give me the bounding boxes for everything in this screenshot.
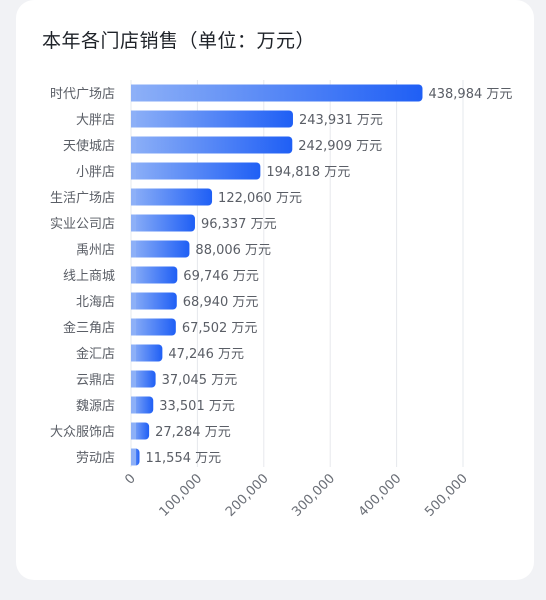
- bar-base: [131, 188, 136, 206]
- bar[interactable]: [131, 318, 176, 336]
- category-label: 实业公司店: [50, 217, 115, 232]
- category-label: 北海店: [76, 295, 115, 310]
- value-label: 243,931 万元: [299, 113, 383, 128]
- bar[interactable]: [131, 136, 293, 154]
- category-label: 线上商城: [63, 269, 115, 284]
- bar-base: [131, 136, 136, 154]
- x-tick-label: 400,000: [356, 471, 405, 520]
- value-label: 194,818 万元: [266, 165, 350, 180]
- bar-base: [131, 162, 136, 180]
- category-label: 小胖店: [76, 165, 115, 180]
- bar-base: [131, 318, 136, 336]
- category-label: 金三角店: [63, 320, 115, 336]
- value-label: 88,006 万元: [195, 243, 271, 258]
- bar-base: [131, 240, 136, 258]
- chart-title: 本年各门店销售（单位：万元）: [42, 30, 316, 52]
- value-label: 67,502 万元: [182, 321, 258, 336]
- category-label: 大胖店: [76, 113, 115, 128]
- category-label: 生活广场店: [50, 191, 115, 206]
- x-tick-label: 200,000: [223, 471, 272, 520]
- bar-base: [131, 266, 136, 284]
- bars: [131, 84, 423, 466]
- bar[interactable]: [131, 344, 163, 362]
- x-axis-ticks: 0 100,000 200,000 300,000 400,000 500,000: [122, 471, 470, 520]
- bar[interactable]: [131, 370, 156, 388]
- category-label: 天使城店: [63, 138, 115, 154]
- bar-base: [131, 344, 136, 362]
- bar-base: [131, 84, 136, 102]
- x-tick-label: 100,000: [157, 471, 206, 520]
- category-label: 时代广场店: [50, 87, 115, 102]
- bar-base: [131, 422, 136, 440]
- bar-base: [131, 110, 136, 128]
- category-label: 禹州店: [76, 243, 115, 258]
- bar-base: [131, 214, 136, 232]
- x-tick-label: 300,000: [289, 471, 338, 520]
- bar[interactable]: [131, 162, 261, 180]
- category-label: 云鼎店: [76, 373, 115, 388]
- bar-base: [131, 448, 136, 466]
- bar[interactable]: [131, 214, 195, 232]
- value-label: 27,284 万元: [155, 425, 231, 440]
- bar[interactable]: [131, 266, 178, 284]
- bar[interactable]: [131, 188, 213, 206]
- category-label: 大众服饰店: [50, 425, 115, 440]
- value-label: 69,746 万元: [183, 269, 259, 284]
- value-label: 37,045 万元: [162, 373, 238, 388]
- category-label: 劳动店: [76, 450, 115, 466]
- sales-card: 本年各门店销售（单位：万元） 时代广场店 438,984 万元大胖店 243,931…: [16, 0, 534, 580]
- bar[interactable]: [131, 110, 293, 128]
- bar-base: [131, 396, 136, 414]
- value-label: 68,940 万元: [183, 295, 259, 310]
- bar[interactable]: [131, 396, 154, 414]
- value-label: 122,060 万元: [218, 191, 302, 206]
- value-label: 47,246 万元: [168, 347, 244, 362]
- bar[interactable]: [131, 84, 423, 102]
- bar[interactable]: [131, 292, 177, 310]
- value-label: 33,501 万元: [159, 399, 235, 414]
- category-label: 魏源店: [76, 399, 115, 414]
- value-label: 242,909 万元: [298, 139, 382, 154]
- bar-base: [131, 370, 136, 388]
- bar-base: [131, 292, 136, 310]
- x-tick-label: 500,000: [422, 471, 471, 520]
- value-label: 96,337 万元: [201, 217, 277, 232]
- x-tick-label: 0: [122, 471, 138, 487]
- bar[interactable]: [131, 240, 190, 258]
- value-label: 438,984 万元: [428, 87, 512, 102]
- value-label: 11,554 万元: [146, 451, 222, 466]
- category-label: 金汇店: [76, 346, 115, 362]
